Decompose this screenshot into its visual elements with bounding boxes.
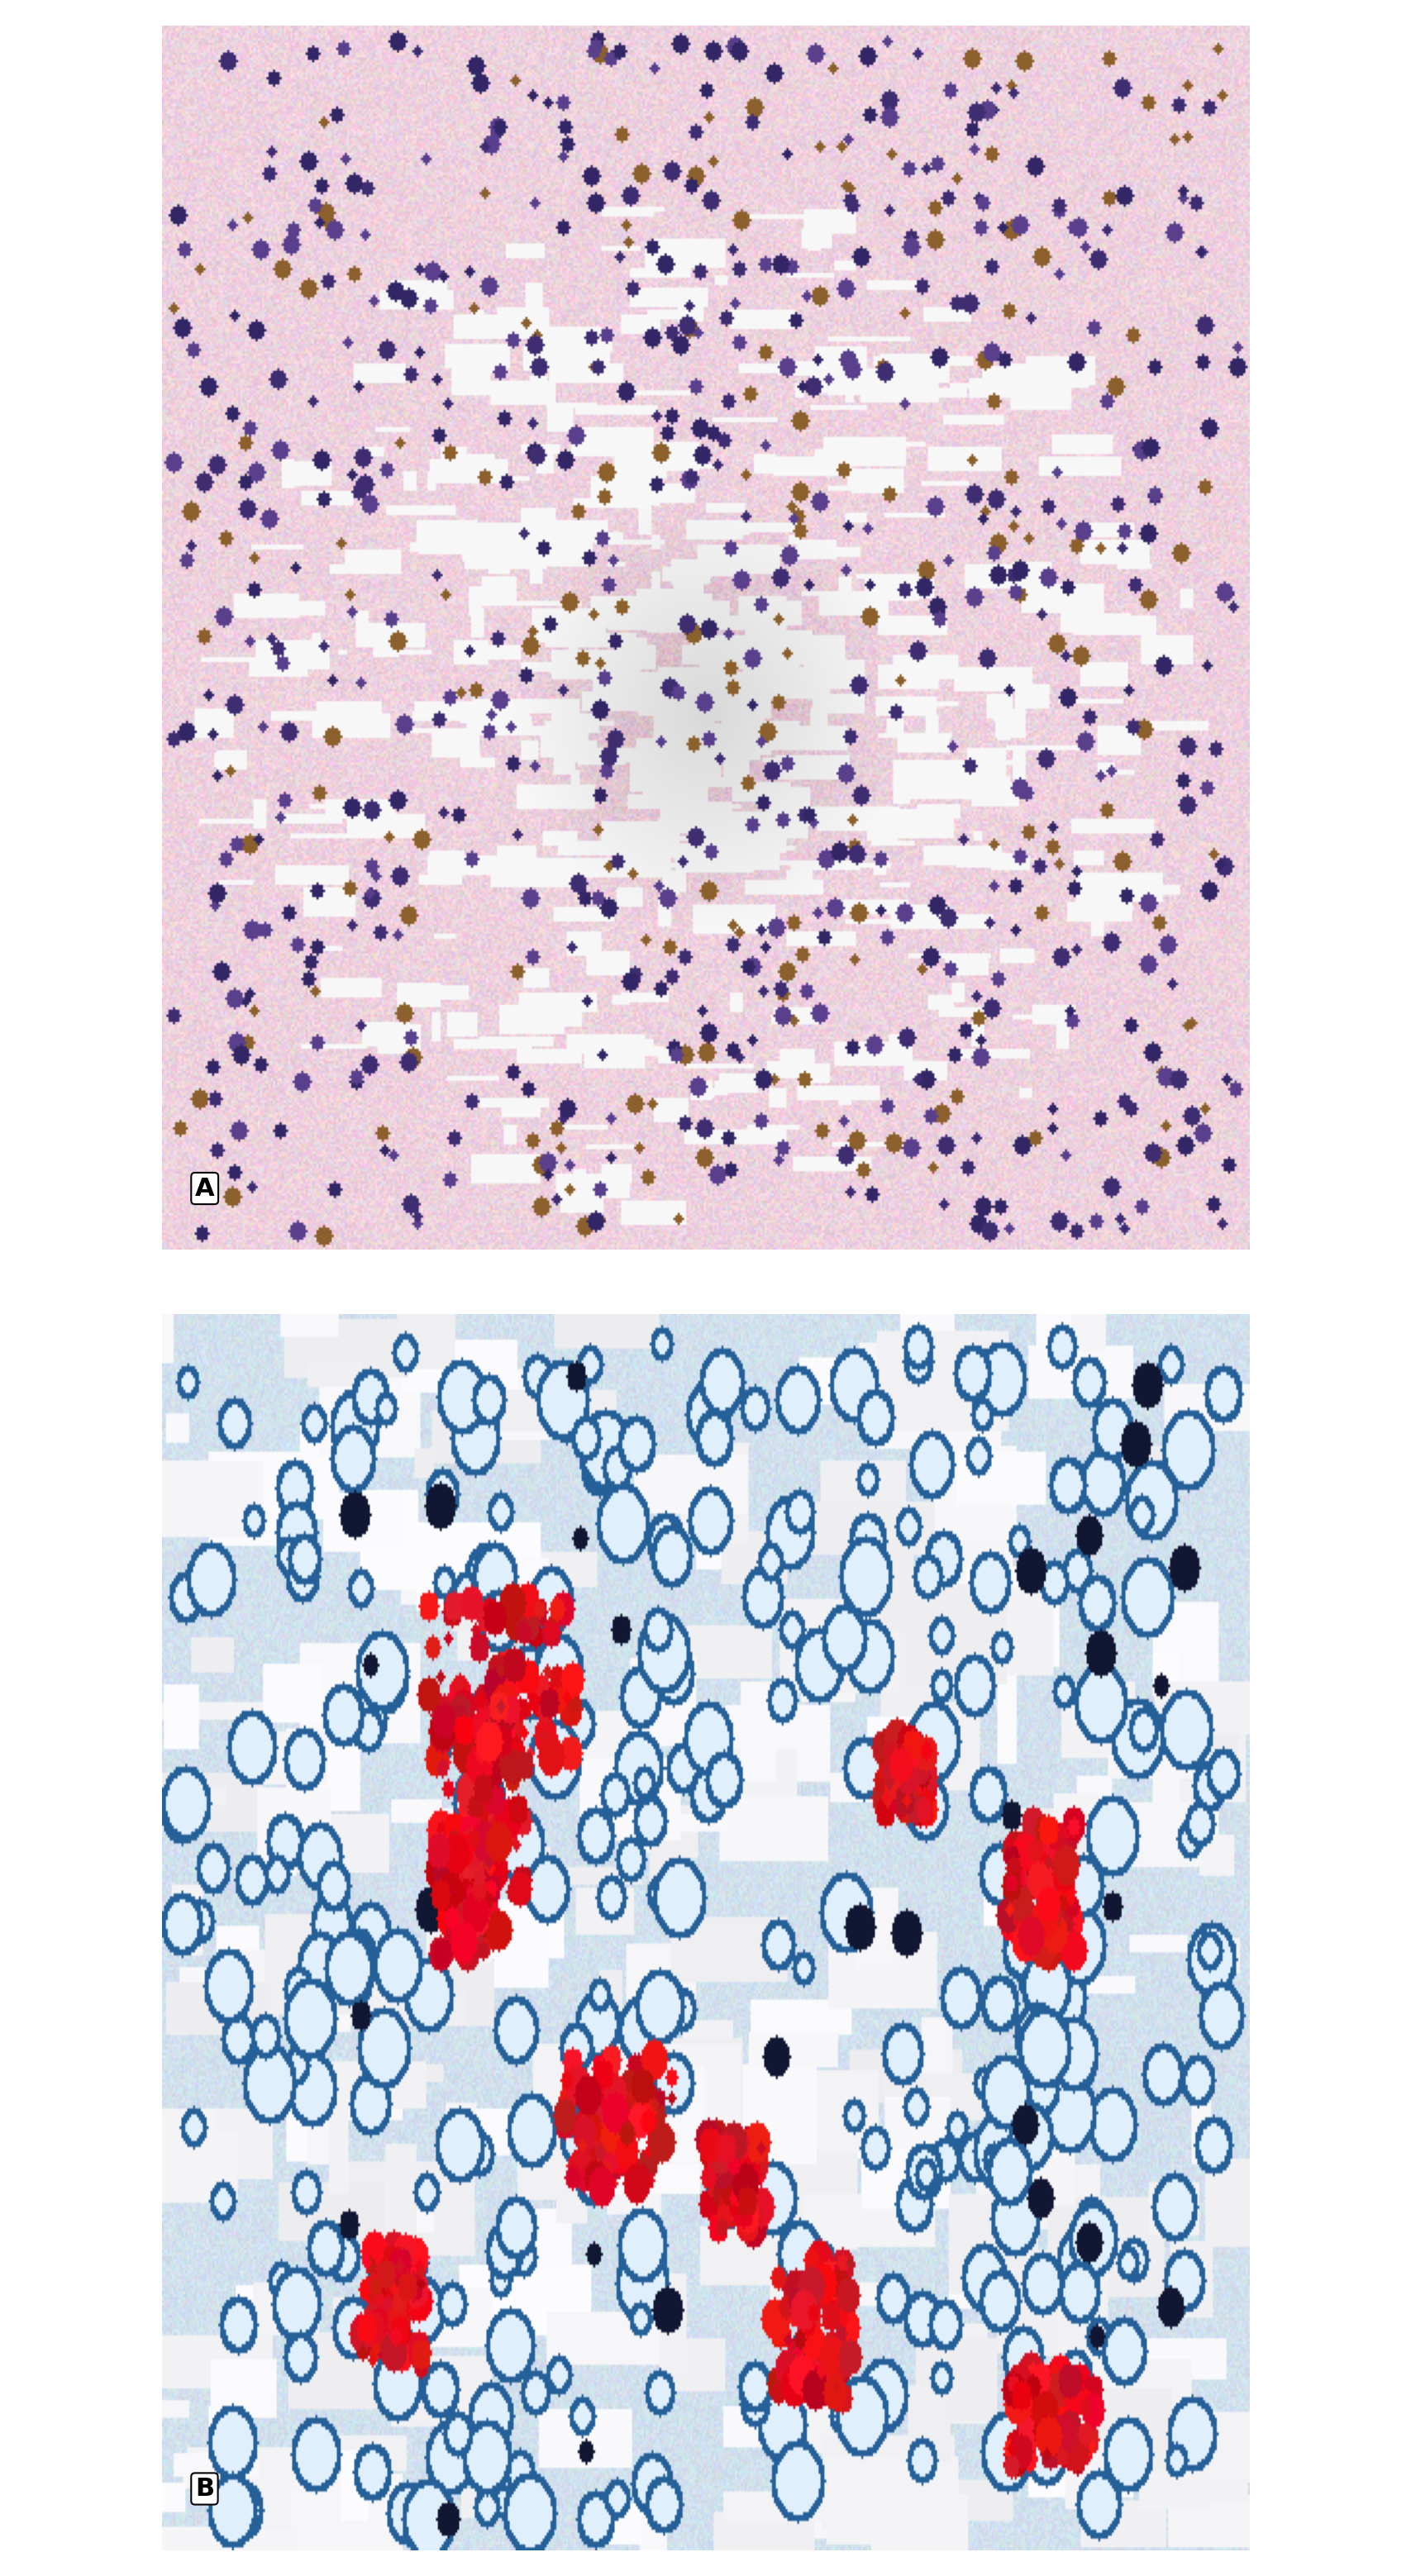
Text: A: A	[195, 1177, 214, 1200]
Text: B: B	[195, 2476, 214, 2501]
